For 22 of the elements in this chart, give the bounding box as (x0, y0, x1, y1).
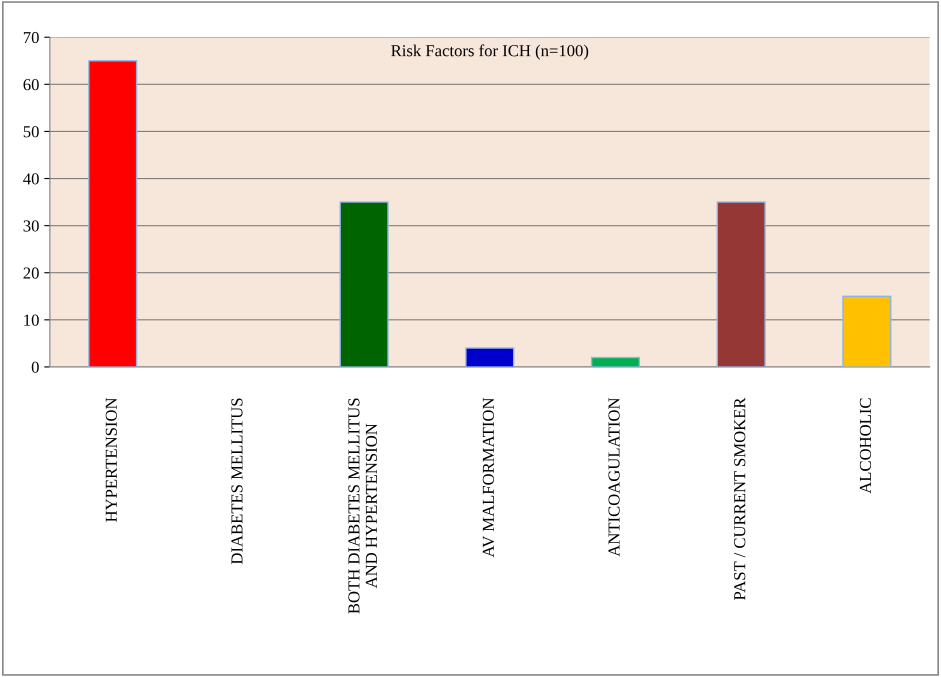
chart-title: Risk Factors for ICH (n=100) (391, 44, 588, 60)
bar (590, 356, 640, 367)
y-tick-label: 40 (23, 173, 39, 184)
x-tick-label: BOTH DIABETES MELLITUS AND HYPERTENSION (348, 398, 377, 614)
y-tick-label: 20 (24, 267, 39, 279)
bar (88, 60, 138, 367)
x-tick-label: ALCOHOLIC (860, 398, 872, 494)
y-tick-label: 70 (24, 32, 39, 44)
y-tick-label: 60 (24, 79, 39, 90)
x-tick-label: DIABETES MELLITUS (231, 398, 243, 564)
y-tick-label: 10 (24, 314, 39, 326)
x-tick-label: PAST / CURRENT SMOKER (734, 398, 746, 600)
y-tick-label: 50 (24, 126, 39, 138)
bar (340, 201, 389, 367)
x-tick-label: HYPERTENSION (106, 398, 117, 522)
bar (465, 347, 514, 367)
bar (842, 296, 892, 367)
x-tick-label: ANTICOAGULATION (608, 398, 620, 557)
bar (716, 201, 766, 367)
y-tick-label: 30 (24, 220, 39, 232)
y-tick-label: 0 (32, 362, 39, 373)
x-tick-label: AV MALFORMATION (482, 398, 494, 558)
